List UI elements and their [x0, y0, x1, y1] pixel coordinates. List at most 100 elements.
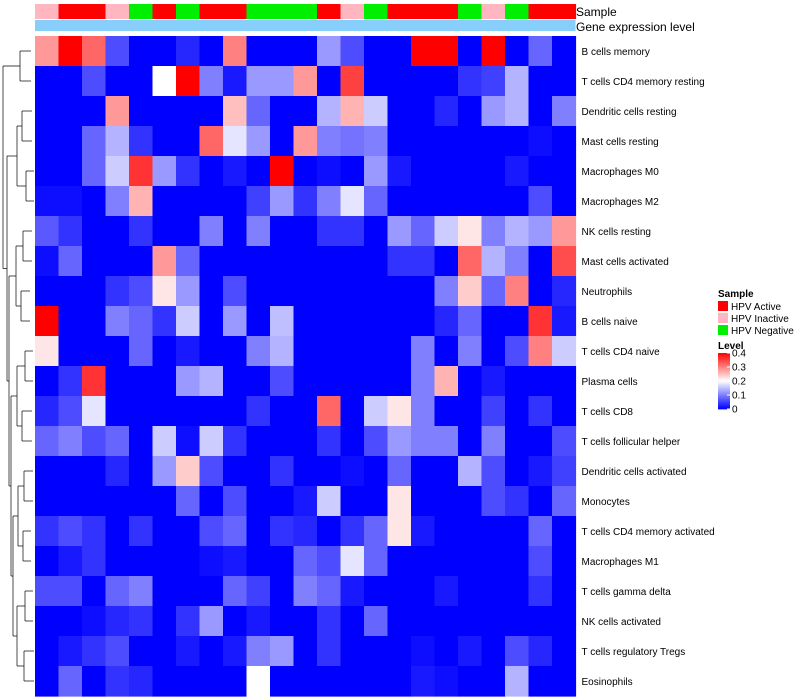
heatmap-cell — [82, 576, 107, 607]
heatmap-cell — [293, 666, 318, 697]
heatmap-cell — [129, 96, 154, 127]
heatmap-cell — [176, 666, 201, 697]
heatmap-cell — [82, 216, 107, 247]
heatmap-cell — [199, 546, 224, 577]
heatmap-cell — [364, 246, 389, 277]
heatmap-cell — [82, 96, 107, 127]
heatmap-cell — [105, 186, 130, 217]
heatmap-cell — [82, 426, 107, 457]
row-label: T cells CD4 naive — [582, 347, 661, 358]
heatmap-cell — [270, 546, 295, 577]
level-scale-segment — [718, 358, 730, 361]
heatmap-cell — [528, 486, 553, 517]
heatmap-cell — [505, 36, 530, 67]
heatmap-cell — [246, 246, 271, 277]
heatmap-cell — [505, 246, 530, 277]
heatmap-cell — [411, 216, 436, 247]
row-dendrogram — [2, 50, 34, 682]
level-scale-segment — [718, 382, 730, 385]
heatmap-cell — [293, 606, 318, 637]
heatmap-cell — [458, 156, 483, 187]
heatmap-cell — [35, 666, 60, 697]
heatmap-cell — [199, 246, 224, 277]
heatmap-cell — [411, 606, 436, 637]
sample-bar-cell — [387, 4, 412, 19]
heatmap-cell — [82, 336, 107, 367]
heatmap-cell — [246, 516, 271, 547]
heatmap-cell — [364, 96, 389, 127]
heatmap-cell — [481, 66, 506, 97]
heatmap-cell — [223, 156, 248, 187]
level-scale-segment — [718, 386, 730, 389]
heatmap-cell — [434, 336, 459, 367]
sample-bar-cell — [481, 4, 506, 19]
level-scale-segment — [718, 395, 730, 397]
heatmap-cell — [223, 546, 248, 577]
heatmap-cell — [129, 156, 154, 187]
heatmap-cell — [270, 336, 295, 367]
heatmap-cell — [458, 66, 483, 97]
heatmap-cell — [528, 156, 553, 187]
level-scale-segment — [718, 374, 730, 376]
heatmap-cell — [270, 126, 295, 157]
heatmap-cell — [528, 606, 553, 637]
row-label: Mast cells resting — [582, 137, 659, 148]
heatmap-cell — [293, 486, 318, 517]
heatmap-cell — [176, 636, 201, 667]
heatmap-cell — [364, 366, 389, 397]
heatmap-cell — [552, 546, 577, 577]
heatmap-cell — [552, 36, 577, 67]
heatmap-cell — [35, 546, 60, 577]
heatmap-cell — [528, 396, 553, 427]
heatmap-cell — [340, 186, 365, 217]
heatmap-cell — [528, 426, 553, 457]
heatmap-cell — [505, 606, 530, 637]
level-scale-segment — [718, 388, 730, 390]
heatmap-cell — [481, 366, 506, 397]
heatmap-cell — [317, 306, 342, 337]
heatmap-cell — [364, 636, 389, 667]
heatmap-cell — [82, 666, 107, 697]
heatmap-cell — [387, 456, 412, 487]
heatmap-cell — [364, 666, 389, 697]
row-label: Neutrophils — [582, 287, 633, 298]
sample-bar-cell — [35, 4, 60, 19]
heatmap-cell — [176, 246, 201, 277]
heatmap-cell — [528, 516, 553, 547]
level-scale-segment — [718, 353, 730, 355]
heatmap-cell — [387, 546, 412, 577]
heatmap-cell — [176, 546, 201, 577]
level-scale-label: 0.2 — [732, 377, 746, 388]
heatmap-cell — [246, 576, 271, 607]
heatmap-cell — [505, 336, 530, 367]
heatmap-cell — [58, 576, 83, 607]
heatmap-cell — [246, 336, 271, 367]
heatmap-cell — [58, 606, 83, 637]
heatmap-cell — [105, 336, 130, 367]
heatmap-cell — [58, 666, 83, 697]
heatmap-cell — [58, 426, 83, 457]
sample-bar-cell — [552, 4, 577, 19]
row-label: T cells follicular helper — [582, 437, 681, 448]
heatmap-cell — [481, 546, 506, 577]
heatmap-cell — [434, 126, 459, 157]
heatmap-cell — [434, 36, 459, 67]
heatmap-cell — [481, 96, 506, 127]
heatmap-cell — [82, 456, 107, 487]
heatmap-cell — [293, 546, 318, 577]
heatmap-cell — [199, 516, 224, 547]
heatmap-cell — [105, 306, 130, 337]
level-scale-segment — [718, 402, 730, 404]
heatmap-cell — [317, 606, 342, 637]
heatmap-cell — [505, 216, 530, 247]
row-label: NK cells activated — [582, 617, 661, 628]
heatmap-cell — [434, 636, 459, 667]
heatmap-cell — [176, 606, 201, 637]
sample-annotation-label: Sample — [576, 5, 617, 19]
level-scale-segment — [718, 389, 730, 392]
heatmap-cell — [223, 336, 248, 367]
heatmap-cell — [223, 186, 248, 217]
heatmap-cell — [317, 156, 342, 187]
heatmap-cell — [364, 486, 389, 517]
heatmap-cell — [317, 186, 342, 217]
